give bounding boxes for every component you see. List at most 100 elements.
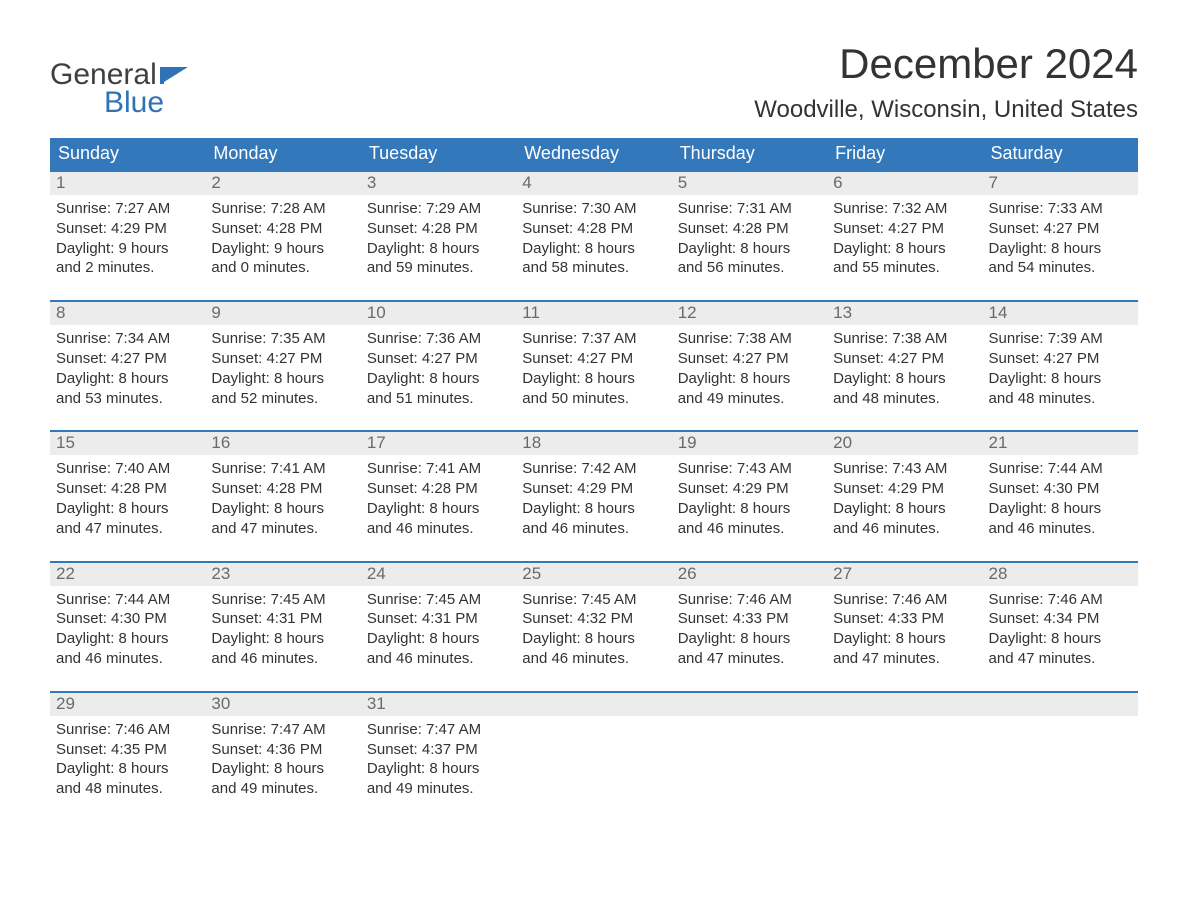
sunset-text: Sunset: 4:28 PM (367, 219, 510, 239)
daylight-text-2: and 48 minutes. (833, 389, 976, 409)
day-cell: 4Sunrise: 7:30 AMSunset: 4:28 PMDaylight… (516, 172, 671, 282)
day-number: 25 (516, 563, 671, 586)
weekday-header-row: SundayMondayTuesdayWednesdayThursdayFrid… (50, 138, 1138, 170)
week-row: 29Sunrise: 7:46 AMSunset: 4:35 PMDayligh… (50, 691, 1138, 803)
daylight-text-1: Daylight: 8 hours (367, 369, 510, 389)
sunset-text: Sunset: 4:31 PM (367, 609, 510, 629)
daylight-text-1: Daylight: 8 hours (678, 499, 821, 519)
day-cell: 20Sunrise: 7:43 AMSunset: 4:29 PMDayligh… (827, 432, 982, 542)
day-number (516, 693, 671, 716)
sunset-text: Sunset: 4:28 PM (211, 479, 354, 499)
weekday-header: Wednesday (516, 138, 671, 170)
daylight-text-1: Daylight: 8 hours (989, 629, 1132, 649)
day-cell: 5Sunrise: 7:31 AMSunset: 4:28 PMDaylight… (672, 172, 827, 282)
day-number: 10 (361, 302, 516, 325)
day-body: Sunrise: 7:46 AMSunset: 4:33 PMDaylight:… (827, 586, 982, 673)
daylight-text-2: and 59 minutes. (367, 258, 510, 278)
day-number: 2 (205, 172, 360, 195)
daylight-text-1: Daylight: 8 hours (367, 629, 510, 649)
weekday-header: Monday (205, 138, 360, 170)
day-cell (983, 693, 1138, 803)
sunset-text: Sunset: 4:27 PM (833, 219, 976, 239)
day-body: Sunrise: 7:45 AMSunset: 4:31 PMDaylight:… (361, 586, 516, 673)
day-body: Sunrise: 7:43 AMSunset: 4:29 PMDaylight:… (672, 455, 827, 542)
day-body: Sunrise: 7:46 AMSunset: 4:35 PMDaylight:… (50, 716, 205, 803)
sunrise-text: Sunrise: 7:40 AM (56, 459, 199, 479)
daylight-text-2: and 2 minutes. (56, 258, 199, 278)
day-body: Sunrise: 7:28 AMSunset: 4:28 PMDaylight:… (205, 195, 360, 282)
daylight-text-2: and 47 minutes. (56, 519, 199, 539)
sunrise-text: Sunrise: 7:45 AM (211, 590, 354, 610)
week-row: 22Sunrise: 7:44 AMSunset: 4:30 PMDayligh… (50, 561, 1138, 673)
daylight-text-1: Daylight: 8 hours (678, 239, 821, 259)
logo: General Blue (50, 40, 192, 120)
day-number: 5 (672, 172, 827, 195)
daylight-text-2: and 46 minutes. (522, 649, 665, 669)
day-body: Sunrise: 7:34 AMSunset: 4:27 PMDaylight:… (50, 325, 205, 412)
day-body: Sunrise: 7:41 AMSunset: 4:28 PMDaylight:… (205, 455, 360, 542)
day-number (983, 693, 1138, 716)
sunrise-text: Sunrise: 7:35 AM (211, 329, 354, 349)
daylight-text-2: and 54 minutes. (989, 258, 1132, 278)
day-cell: 25Sunrise: 7:45 AMSunset: 4:32 PMDayligh… (516, 563, 671, 673)
day-cell: 23Sunrise: 7:45 AMSunset: 4:31 PMDayligh… (205, 563, 360, 673)
day-cell: 27Sunrise: 7:46 AMSunset: 4:33 PMDayligh… (827, 563, 982, 673)
daylight-text-1: Daylight: 8 hours (367, 759, 510, 779)
day-body: Sunrise: 7:38 AMSunset: 4:27 PMDaylight:… (827, 325, 982, 412)
day-body: Sunrise: 7:44 AMSunset: 4:30 PMDaylight:… (983, 455, 1138, 542)
daylight-text-2: and 50 minutes. (522, 389, 665, 409)
day-cell: 26Sunrise: 7:46 AMSunset: 4:33 PMDayligh… (672, 563, 827, 673)
daylight-text-2: and 46 minutes. (989, 519, 1132, 539)
day-number: 31 (361, 693, 516, 716)
day-cell: 30Sunrise: 7:47 AMSunset: 4:36 PMDayligh… (205, 693, 360, 803)
day-number (827, 693, 982, 716)
day-body: Sunrise: 7:42 AMSunset: 4:29 PMDaylight:… (516, 455, 671, 542)
day-number: 24 (361, 563, 516, 586)
day-body: Sunrise: 7:41 AMSunset: 4:28 PMDaylight:… (361, 455, 516, 542)
day-number: 14 (983, 302, 1138, 325)
sunrise-text: Sunrise: 7:41 AM (211, 459, 354, 479)
daylight-text-2: and 56 minutes. (678, 258, 821, 278)
day-body: Sunrise: 7:45 AMSunset: 4:31 PMDaylight:… (205, 586, 360, 673)
day-number: 20 (827, 432, 982, 455)
sunset-text: Sunset: 4:27 PM (678, 349, 821, 369)
daylight-text-1: Daylight: 9 hours (56, 239, 199, 259)
calendar: SundayMondayTuesdayWednesdayThursdayFrid… (50, 138, 1138, 803)
weekday-header: Thursday (672, 138, 827, 170)
sunrise-text: Sunrise: 7:33 AM (989, 199, 1132, 219)
sunrise-text: Sunrise: 7:38 AM (833, 329, 976, 349)
daylight-text-2: and 46 minutes. (211, 649, 354, 669)
sunrise-text: Sunrise: 7:46 AM (989, 590, 1132, 610)
day-cell: 8Sunrise: 7:34 AMSunset: 4:27 PMDaylight… (50, 302, 205, 412)
daylight-text-1: Daylight: 8 hours (833, 629, 976, 649)
daylight-text-2: and 47 minutes. (833, 649, 976, 669)
sunrise-text: Sunrise: 7:28 AM (211, 199, 354, 219)
day-number: 18 (516, 432, 671, 455)
day-cell: 17Sunrise: 7:41 AMSunset: 4:28 PMDayligh… (361, 432, 516, 542)
daylight-text-1: Daylight: 8 hours (522, 369, 665, 389)
daylight-text-1: Daylight: 8 hours (211, 369, 354, 389)
sunset-text: Sunset: 4:30 PM (989, 479, 1132, 499)
sunrise-text: Sunrise: 7:43 AM (833, 459, 976, 479)
day-number: 1 (50, 172, 205, 195)
daylight-text-2: and 46 minutes. (522, 519, 665, 539)
daylight-text-2: and 47 minutes. (989, 649, 1132, 669)
week-row: 1Sunrise: 7:27 AMSunset: 4:29 PMDaylight… (50, 170, 1138, 282)
day-body: Sunrise: 7:32 AMSunset: 4:27 PMDaylight:… (827, 195, 982, 282)
day-cell (516, 693, 671, 803)
sunset-text: Sunset: 4:28 PM (522, 219, 665, 239)
daylight-text-2: and 58 minutes. (522, 258, 665, 278)
sunset-text: Sunset: 4:27 PM (56, 349, 199, 369)
daylight-text-2: and 49 minutes. (211, 779, 354, 799)
day-cell: 28Sunrise: 7:46 AMSunset: 4:34 PMDayligh… (983, 563, 1138, 673)
weekday-header: Tuesday (361, 138, 516, 170)
day-body: Sunrise: 7:29 AMSunset: 4:28 PMDaylight:… (361, 195, 516, 282)
daylight-text-2: and 52 minutes. (211, 389, 354, 409)
sunset-text: Sunset: 4:31 PM (211, 609, 354, 629)
daylight-text-1: Daylight: 8 hours (522, 239, 665, 259)
day-body: Sunrise: 7:31 AMSunset: 4:28 PMDaylight:… (672, 195, 827, 282)
day-cell: 16Sunrise: 7:41 AMSunset: 4:28 PMDayligh… (205, 432, 360, 542)
day-body: Sunrise: 7:40 AMSunset: 4:28 PMDaylight:… (50, 455, 205, 542)
daylight-text-2: and 55 minutes. (833, 258, 976, 278)
sunrise-text: Sunrise: 7:39 AM (989, 329, 1132, 349)
